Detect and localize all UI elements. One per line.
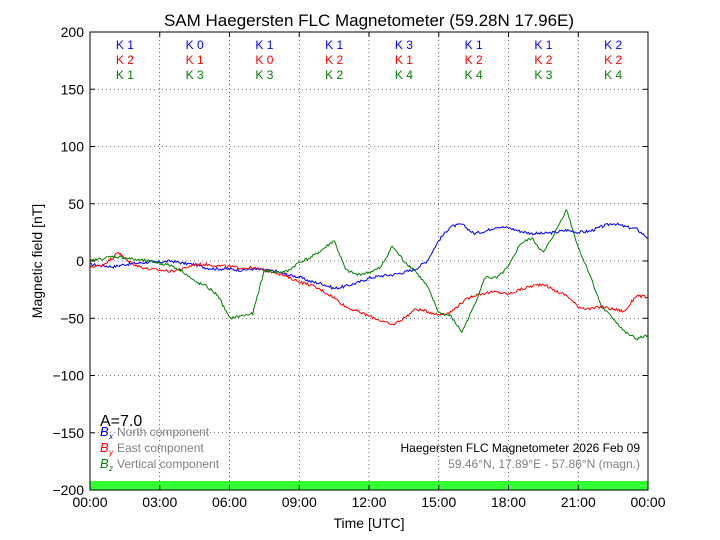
x-axis-ticks: 00:00 03:00 06:00 09:00 12:00 15:00 18:00 21:00… — [72, 32, 666, 510]
x-tick-label: 00:00 — [72, 494, 107, 510]
k-index-z-3: K 3 — [255, 68, 273, 82]
x-tick-label: 09:00 — [282, 494, 317, 510]
k-index-y-3: K 0 — [255, 53, 273, 67]
a-index: A=7.0 — [100, 413, 142, 430]
x-tick-label: 12:00 — [351, 494, 386, 510]
k-index-y-5: K 1 — [395, 53, 413, 67]
y-axis-ticks: −200 −150 −100 −50 0 50 100 150 200 — [52, 24, 648, 498]
y-tick-label: 50 — [68, 196, 84, 212]
k-index-x-1: K 1 — [116, 38, 134, 52]
x-axis-label: Time [UTC] — [333, 515, 404, 531]
legend-symbol-y: B — [100, 440, 109, 455]
x-tick-label: 15:00 — [421, 494, 456, 510]
k-index-z-6: K 4 — [465, 68, 483, 82]
k-index-x-7: K 1 — [534, 38, 552, 52]
k-index-x-2: K 0 — [186, 38, 204, 52]
series-line-b-z — [89, 209, 649, 341]
legend-symbol-z: B — [100, 456, 109, 471]
legend-symbol-x: B — [100, 424, 109, 439]
series-line-b-y — [89, 251, 649, 326]
k-index-x-6: K 1 — [465, 38, 483, 52]
x-tick-label: 18:00 — [491, 494, 526, 510]
k-index-z-4: K 2 — [325, 68, 343, 82]
x-tick-label: 21:00 — [561, 494, 596, 510]
grid — [90, 32, 648, 490]
legend-subscript-y: y — [108, 448, 114, 457]
k-index-y-7: K 2 — [534, 53, 552, 67]
y-tick-label: 150 — [61, 81, 85, 97]
k-index-z-8: K 4 — [604, 68, 622, 82]
x-tick-label: 03:00 — [142, 494, 177, 510]
y-tick-label: −100 — [52, 368, 84, 384]
x-tick-label: 00:00 — [630, 494, 665, 510]
legend-label-z: Vertical component — [117, 457, 220, 471]
y-axis-label: Magnetic field [nT] — [29, 204, 45, 318]
k-index-x-4: K 1 — [325, 38, 343, 52]
k-index-z-2: K 3 — [186, 68, 204, 82]
k-index-y-2: K 1 — [186, 53, 204, 67]
k-index-x-5: K 3 — [395, 38, 413, 52]
k-index-x-3: K 1 — [255, 38, 273, 52]
k-index-y-4: K 2 — [325, 53, 343, 67]
annotation-line1: Haegersten FLC Magnetometer 2026 Feb 09 — [401, 441, 641, 455]
legend-subscript-z: z — [108, 464, 113, 473]
k-index-y-1: K 2 — [116, 53, 134, 67]
y-tick-label: 0 — [76, 253, 84, 269]
series-lines — [89, 209, 649, 341]
x-tick-label: 06:00 — [212, 494, 247, 510]
annotation-line2: 59.46°N, 17.89°E - 57.86°N (magn.) — [448, 457, 640, 471]
k-index-y-8: K 2 — [604, 53, 622, 67]
k-index-z-1: K 1 — [116, 68, 134, 82]
k-index-y-6: K 2 — [465, 53, 483, 67]
y-tick-label: −50 — [60, 310, 84, 326]
legend-subscript-x: x — [108, 432, 114, 441]
y-tick-label: 200 — [61, 24, 85, 40]
k-index-x-8: K 2 — [604, 38, 622, 52]
k-index-z-5: K 4 — [395, 68, 413, 82]
y-tick-label: −150 — [52, 425, 84, 441]
y-tick-label: 100 — [61, 139, 85, 155]
y-tick-label: −200 — [52, 482, 84, 498]
legend-label-y: East component — [117, 441, 204, 455]
chart-title: SAM Haegersten FLC Magnetometer (59.28N … — [164, 11, 574, 30]
k-index-z-7: K 3 — [534, 68, 552, 82]
legend-label-x: North component — [117, 425, 210, 439]
